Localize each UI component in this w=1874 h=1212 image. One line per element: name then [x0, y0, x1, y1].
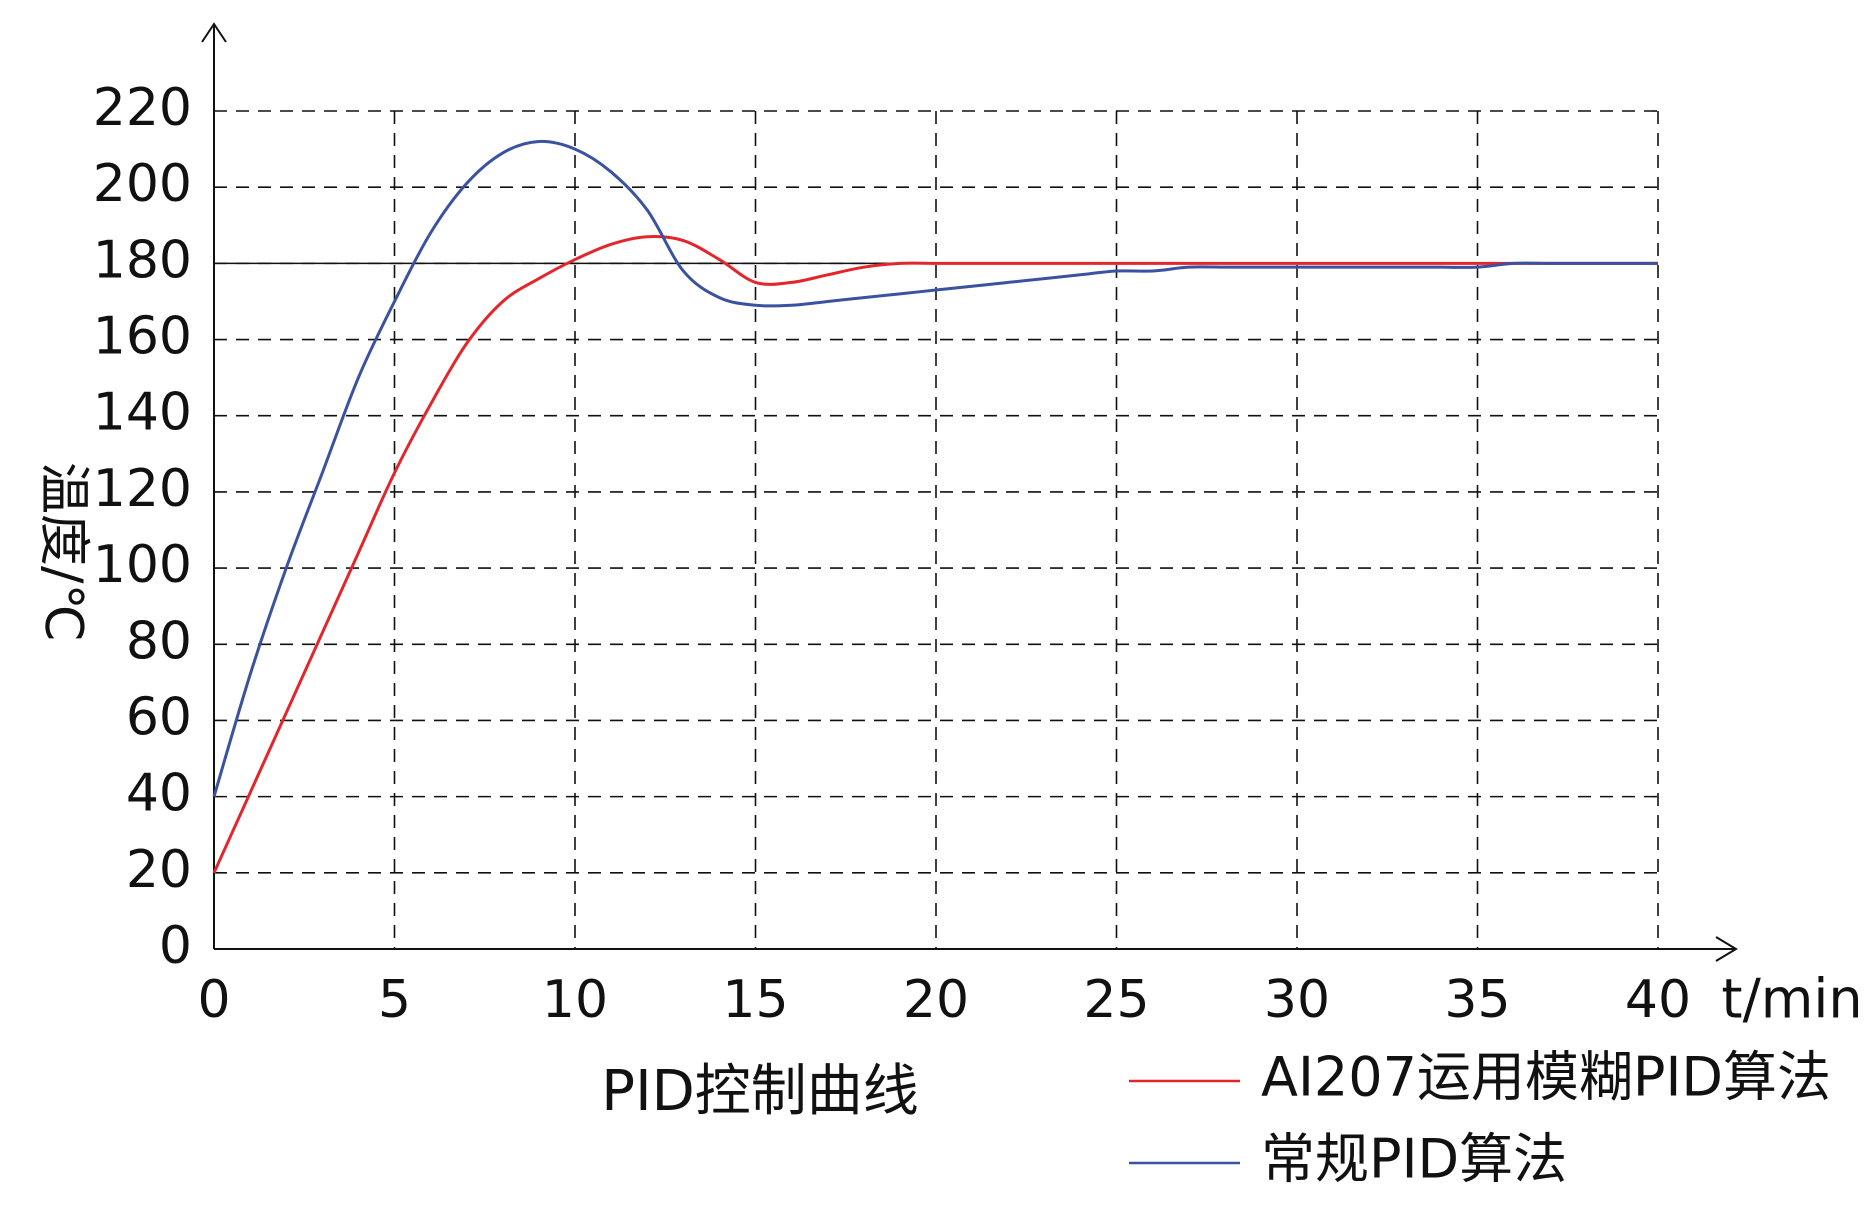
y-tick-label: 40 [126, 764, 192, 824]
legend-label: AI207运用模糊PID算法 [1261, 1046, 1831, 1109]
x-tick-label: 10 [542, 970, 608, 1030]
y-tick-label: 100 [93, 535, 192, 595]
y-tick-label: 180 [93, 230, 192, 290]
y-tick-label: 60 [126, 687, 192, 747]
y-tick-label: 80 [126, 611, 192, 671]
legend-label: 常规PID算法 [1261, 1128, 1567, 1191]
y-axis-label: 温度/℃ [33, 462, 93, 642]
y-tick-label: 120 [93, 459, 192, 519]
x-tick-label: 40 [1625, 970, 1691, 1030]
y-tick-label: 160 [93, 307, 192, 367]
x-axis-arrow [1715, 936, 1738, 962]
x-tick-label: 35 [1444, 970, 1510, 1030]
line-series [212, 234, 1658, 874]
y-tick-label: 140 [93, 383, 192, 443]
x-axis-label: t/min [1721, 968, 1862, 1031]
x-tick-label: 30 [1264, 970, 1330, 1030]
line-series [212, 139, 1658, 798]
x-tick-label: 25 [1083, 970, 1149, 1030]
x-tick-label: 0 [197, 970, 230, 1030]
chart-title: PID控制曲线 [601, 1059, 918, 1124]
y-tick-label: 200 [93, 154, 192, 214]
y-axis-arrow [201, 22, 227, 43]
x-tick-label: 15 [722, 970, 788, 1030]
x-tick-label: 5 [378, 970, 411, 1030]
y-tick-label: 0 [159, 916, 192, 976]
x-tick-label: 20 [903, 970, 969, 1030]
y-tick-label: 220 [93, 78, 192, 138]
y-tick-label: 20 [126, 840, 192, 900]
